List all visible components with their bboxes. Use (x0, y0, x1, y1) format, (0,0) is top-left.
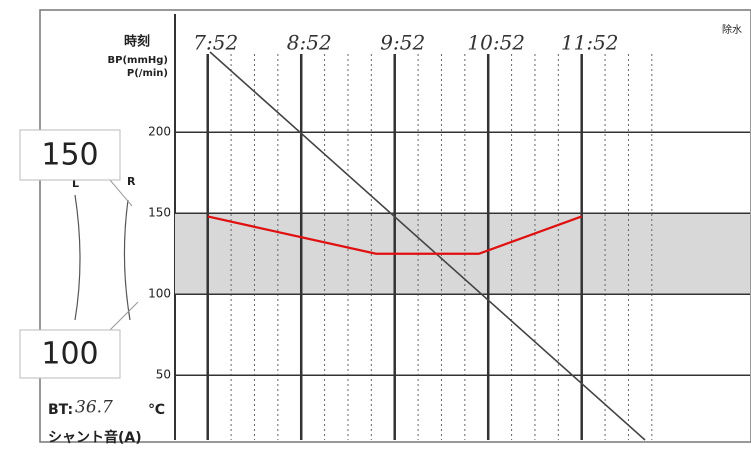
y-tick-label: 200 (148, 125, 171, 139)
x-tick-label: 7:52 (193, 31, 238, 55)
x-tick-label: 11:52 (561, 31, 619, 55)
x-tick-label: 8:52 (287, 31, 332, 55)
x-tick-label: 10:52 (467, 31, 525, 55)
callout-text: 150 (41, 138, 98, 173)
y-tick-label: 50 (156, 368, 171, 382)
y-tick-label: 150 (148, 206, 171, 220)
water-removal-label: 除水 (722, 23, 742, 36)
chart: 7:52 8:52 9:52 10:52 11:52 50 100 150 200 時刻 BP(… (0, 0, 751, 462)
bp-label: BP(mmHg) (108, 55, 168, 66)
bt-unit: ℃ (148, 402, 165, 418)
bt-label: BT: (48, 402, 73, 418)
callout-text: 100 (41, 337, 98, 372)
shunt-label: シャント音(A) (48, 429, 142, 446)
x-tick-label: 9:52 (380, 31, 425, 55)
right-label: R (127, 175, 136, 188)
pulse-label: P(/min) (127, 68, 168, 79)
bt-value: 36.7 (75, 398, 113, 418)
y-tick-label: 100 (148, 287, 171, 301)
time-label: 時刻 (124, 34, 150, 50)
